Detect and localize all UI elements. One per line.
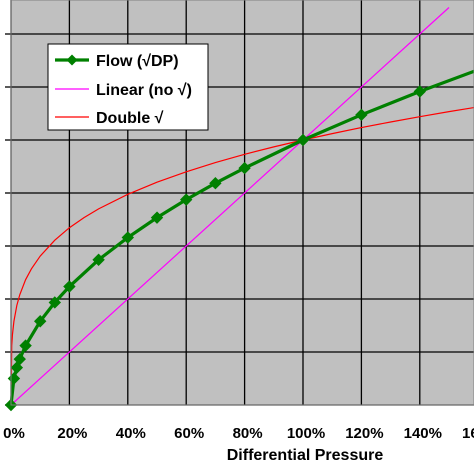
x-tick-label: 60% <box>174 425 204 442</box>
x-tick-label: 0% <box>3 425 25 442</box>
legend-label-linear: Linear (no √) <box>96 82 192 99</box>
x-axis-title: Differential Pressure <box>227 447 384 464</box>
flow-data-point <box>19 339 32 352</box>
flow-data-point <box>48 296 62 309</box>
series-double-sqrt-line <box>10 106 474 406</box>
series-linear-line <box>10 7 450 406</box>
series-layer <box>4 7 474 412</box>
flow-data-point <box>355 108 368 122</box>
x-tick-label: 80% <box>233 425 263 442</box>
flow-data-point <box>179 193 193 206</box>
x-tick-label: 140% <box>404 425 442 442</box>
flow-data-point <box>150 211 164 224</box>
x-tick-label: 120% <box>345 425 383 442</box>
flow-data-point <box>121 231 135 244</box>
flow-data-point <box>238 161 251 175</box>
flow-data-point <box>92 253 105 266</box>
x-tick-label: 100% <box>287 425 325 442</box>
x-tick-label: 40% <box>116 425 146 442</box>
x-tick-labels: 0% 20% 40% 60% 80% 100% 120% 140% 160% <box>3 425 474 442</box>
flow-data-point <box>209 176 222 190</box>
flow-data-point <box>33 315 47 328</box>
flow-data-point <box>63 280 76 293</box>
flow-data-point <box>13 352 26 366</box>
flow-data-point <box>296 133 310 147</box>
legend: Flow (√DP) Linear (no √) Double √ <box>47 43 209 131</box>
flow-data-point <box>413 85 427 98</box>
plot-border <box>10 0 474 406</box>
legend-label-flow: Flow (√DP) <box>96 53 179 70</box>
x-tick-label: 20% <box>57 425 87 442</box>
legend-label-double: Double √ <box>96 110 164 127</box>
x-tick-label: 160% <box>462 425 474 442</box>
legend-marker-flow <box>66 54 78 66</box>
